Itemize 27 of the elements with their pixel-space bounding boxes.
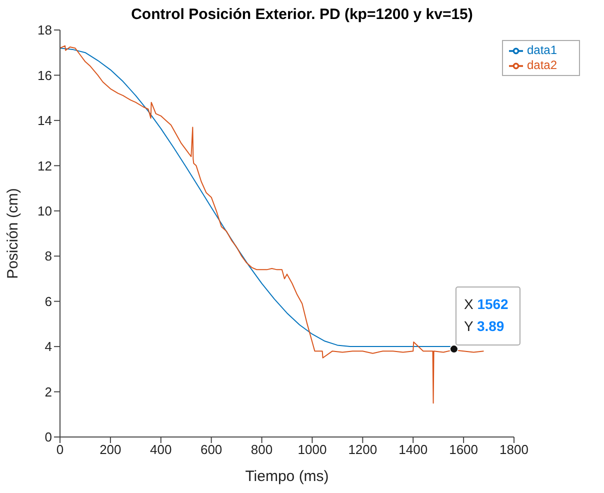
x-axis-title: Tiempo (ms) <box>245 468 329 485</box>
y-tick-label: 12 <box>38 158 52 174</box>
y-tick-label: 10 <box>38 204 52 219</box>
y-tick-label: 14 <box>38 113 52 128</box>
y-tick-label: 16 <box>38 68 52 83</box>
x-tick-label: 600 <box>200 442 222 458</box>
y-tick-label: 18 <box>38 22 52 38</box>
chart-title: Control Posición Exterior. PD (kp=1200 y kv=15) <box>130 6 474 23</box>
x-tick-label: 1000 <box>298 442 327 458</box>
annotation: X 1562 Y 3.89 <box>464 296 509 334</box>
x-tick-label: 0 <box>56 442 64 458</box>
x-tick-label: 400 <box>150 442 172 458</box>
y-tick-label: 6 <box>44 294 52 309</box>
datatip: X 1562 Y 3.89 <box>449 286 520 354</box>
x-tick-label: 800 <box>250 442 273 458</box>
x-tick-label: 200 <box>100 442 122 458</box>
x-tick-label: 1800 <box>500 442 528 458</box>
x-tick-label: 1400 <box>398 442 428 458</box>
legend-label: data1 <box>527 43 558 57</box>
y-tick-label: 8 <box>44 248 52 264</box>
x-tick-label: 1600 <box>449 442 478 458</box>
y-tick-label: 2 <box>44 384 52 400</box>
x-tick-label: 1200 <box>348 442 378 458</box>
legend-label: data2 <box>527 58 558 72</box>
y-axis-title: Posición (cm) <box>4 188 22 279</box>
y-tick-label: 0 <box>44 430 52 445</box>
y-tick-label: 4 <box>44 339 52 354</box>
